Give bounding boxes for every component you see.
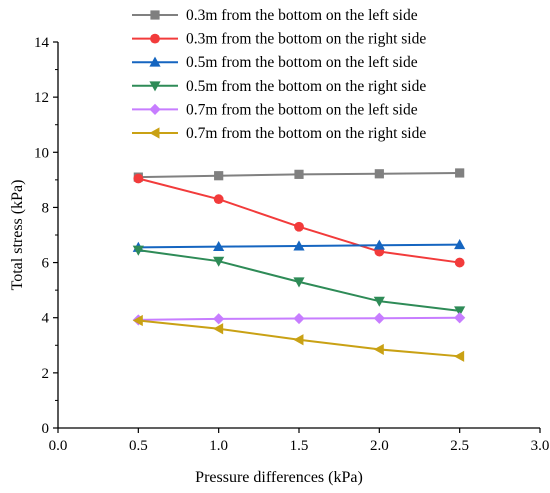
x-tick-label: 3.0 [531,438,550,454]
data-point [294,169,304,179]
data-point [293,312,305,325]
legend-label: 0.5m from the bottom on the right side [186,78,426,95]
legend-entry: 0.5m from the bottom on the left side [132,54,418,71]
legend-swatch-marker [149,103,161,115]
legend-label: 0.3m from the bottom on the left side [186,7,418,24]
x-axis-title: Pressure differences (kPa) [195,469,363,486]
legend-entry: 0.3m from the bottom on the right side [132,31,426,48]
data-point [454,306,466,317]
data-point [213,240,225,252]
data-point [132,245,144,256]
series-4 [132,245,466,317]
legend-entry: 0.7m from the bottom on the right side [132,125,426,142]
data-point [293,277,305,288]
data-point [455,168,465,178]
legend-entry: 0.3m from the bottom on the left side [132,7,418,24]
x-tick-label: 1.0 [209,438,228,454]
series-1 [133,168,465,182]
series-5 [132,312,466,326]
data-point [213,256,225,267]
y-tick-label: 0 [42,421,50,437]
data-point [454,312,466,324]
data-point [373,343,384,356]
legend-label: 0.7m from the bottom on the right side [186,125,426,142]
series-3 [132,239,466,252]
y-tick-label: 2 [42,366,50,382]
data-point [132,314,143,327]
y-tick-label: 4 [42,311,50,327]
x-tick-label: 0.5 [129,438,148,454]
data-point [373,296,385,307]
data-point [213,313,225,325]
data-point [454,350,465,362]
legend-swatch-marker [150,10,160,20]
axes: 0.0 0.5 1.0 1.5 2.0 2.5 3.0 0 2 4 6 8 10 12 14 Pressure… [9,35,549,486]
data-point [454,257,465,268]
data-point [214,171,224,181]
data-point [373,312,385,324]
series-layer [132,168,466,362]
y-tick-label: 14 [34,35,50,51]
x-tick-label: 1.5 [290,438,309,454]
x-tick-label: 2.0 [370,438,389,454]
legend-swatch-marker [149,81,161,92]
data-point [454,239,466,250]
legend-label: 0.5m from the bottom on the left side [186,54,418,71]
data-point [374,169,384,179]
y-tick-label: 6 [42,256,50,272]
legend: 0.3m from the bottom on the left side 0.3… [132,7,426,142]
legend-swatch-marker [150,33,160,44]
data-point [213,323,224,335]
legend-label: 0.7m from the bottom on the left side [186,101,418,118]
x-tick-label: 0.0 [49,438,68,454]
legend-swatch-marker [149,56,161,67]
y-tick-label: 10 [34,145,49,161]
series-6 [132,314,465,362]
y-axis-title: Total stress (kPa) [9,180,26,291]
x-tick-label: 2.5 [450,438,469,454]
data-point [293,240,305,251]
legend-label: 0.3m from the bottom on the right side [186,31,426,48]
legend-entry: 0.7m from the bottom on the left side [132,101,418,118]
y-tick-label: 12 [34,90,49,106]
series-2 [133,173,465,268]
data-point [293,334,304,346]
legend-entry: 0.5m from the bottom on the right side [132,78,426,95]
data-point [373,239,385,250]
y-tick-label: 8 [42,200,50,216]
data-point [133,173,144,184]
data-point [213,194,224,205]
legend-swatch-marker [149,127,160,139]
data-point [294,221,304,232]
